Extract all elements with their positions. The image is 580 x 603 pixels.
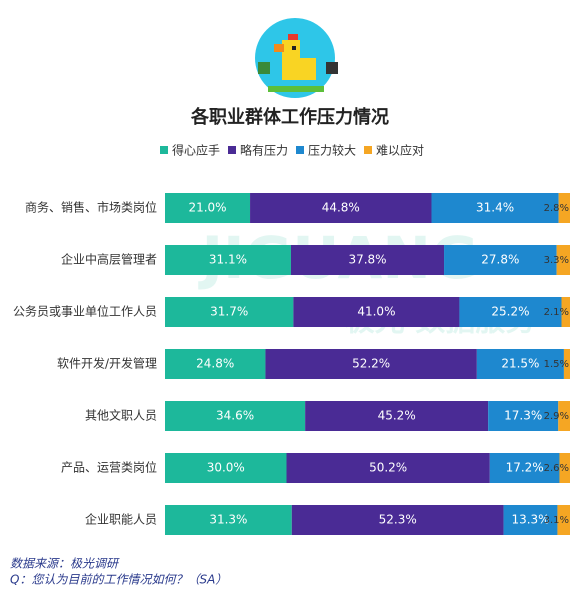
legend-label: 略有压力 [240,143,288,158]
y-tick-label: 公务员或事业单位工作人员 [13,304,157,319]
data-label: 34.6% [216,409,254,423]
bar-segment [459,297,562,327]
data-label: 31.4% [476,201,514,215]
bar-segment [556,245,570,275]
bar-segment [165,453,287,483]
bar-segment [488,401,559,431]
bar-segment [557,505,570,535]
data-label: 21.0% [188,201,226,215]
legend-swatch [160,146,168,154]
bar-segment [563,349,570,379]
data-label: 50.2% [369,461,407,475]
bar-segment [558,193,570,223]
y-tick-label: 软件开发/开发管理 [57,356,157,371]
bar-segment [293,297,460,327]
data-label: 30.0% [207,461,245,475]
bar-segment [559,453,570,483]
data-label: 44.8% [322,201,360,215]
legend-label: 难以应对 [376,143,424,158]
data-label: 41.0% [357,305,395,319]
data-label: 45.2% [378,409,416,423]
data-label: 31.7% [210,305,248,319]
note: Q：您认为目前的工作情况如何？（SA） [10,573,227,587]
bar-segment [503,505,558,535]
data-label: 17.2% [506,461,544,475]
data-label: 3.1% [544,515,569,526]
data-label: 21.5% [501,357,539,371]
bar-segment [165,297,294,327]
legend-label: 得心应手 [172,143,220,158]
legend-swatch [364,146,372,154]
data-label: 13.3% [511,513,549,527]
bar-segment [291,505,504,535]
y-tick-label: 产品、运营类岗位 [61,460,157,475]
data-label: 2.9% [544,411,569,422]
data-label: 27.8% [481,253,519,267]
bar-segment [305,401,489,431]
data-label: 31.3% [209,513,247,527]
bar-segment [265,349,477,379]
bar-segment [250,193,432,223]
bar-segment [165,245,291,275]
source: 数据来源：极光调研 [10,557,120,571]
data-label: 52.2% [352,357,390,371]
data-label: 1.5% [544,359,569,370]
bar-segment [489,453,560,483]
legend-swatch [228,146,236,154]
bar-segment [561,297,570,327]
data-label: 2.1% [544,307,569,318]
bar-segment [444,245,557,275]
bar-segment [286,453,490,483]
data-label: 52.3% [379,513,417,527]
bar-segment [290,245,445,275]
y-tick-label: 企业职能人员 [85,512,157,527]
y-tick-label: 其他文职人员 [85,408,157,423]
data-label: 2.8% [544,203,569,214]
y-tick-label: 企业中高层管理者 [61,252,157,267]
data-label: 37.8% [348,253,386,267]
bar-segment [165,505,292,535]
legend-label: 压力较大 [308,143,356,158]
data-label: 24.8% [196,357,234,371]
data-label: 25.2% [491,305,529,319]
data-label: 3.3% [544,255,569,266]
bar-segment [558,401,570,431]
duck-icon [255,18,338,98]
chart-title: 各职业群体工作压力情况 [190,106,389,128]
data-label: 17.3% [504,409,542,423]
bar-segment [165,193,251,223]
bar-segment [476,349,564,379]
bar-segment [431,193,559,223]
legend-swatch [296,146,304,154]
y-tick-label: 商务、销售、市场类岗位 [25,200,157,215]
data-label: 2.6% [544,463,569,474]
bar-segment [165,401,306,431]
data-label: 31.1% [209,253,247,267]
bar-segment [165,349,266,379]
